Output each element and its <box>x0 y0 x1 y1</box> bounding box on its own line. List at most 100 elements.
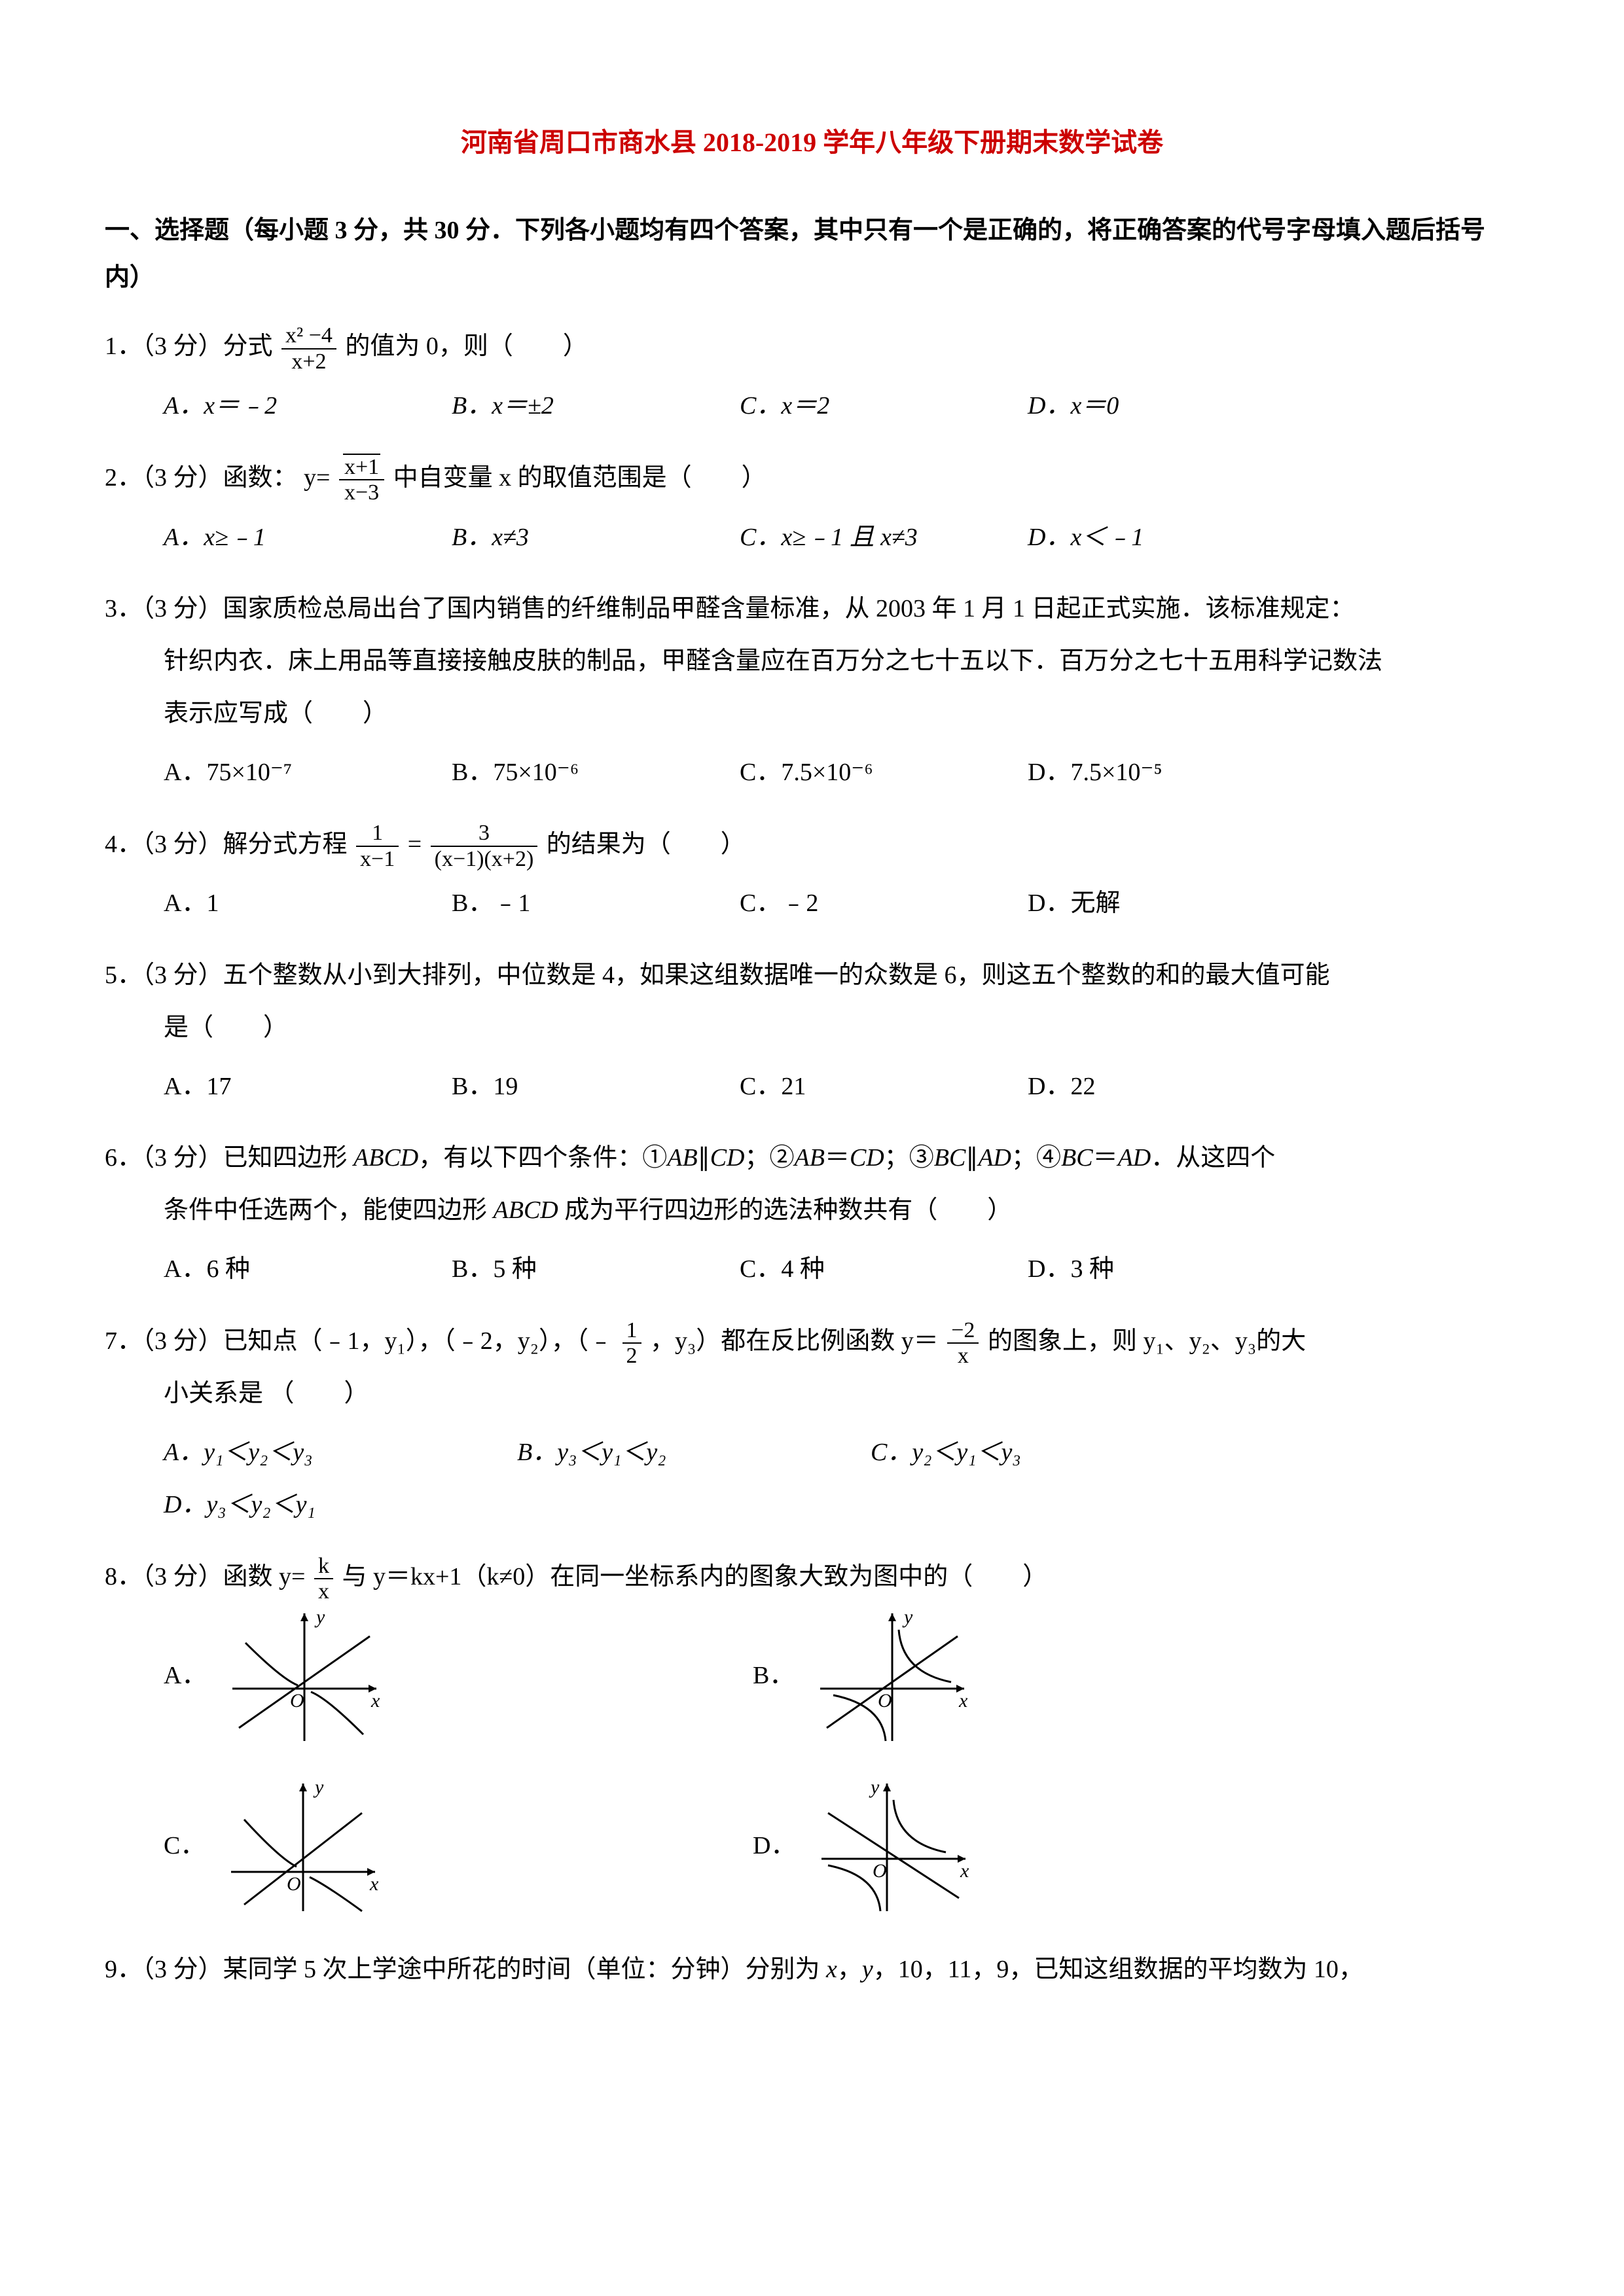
q4-frac1-den: x−1 <box>356 847 399 871</box>
q5-line2: 是（ ） <box>105 1002 1519 1054</box>
q5-option-b: B．19 <box>452 1061 740 1113</box>
q8-middle: 与 y＝kx+1（k≠0）在同一坐标系内的图象大致为图中的（ ） <box>342 1563 1047 1590</box>
q8-label-c: C． <box>164 1820 205 1873</box>
q7-frac2-den: x <box>947 1344 979 1368</box>
q8-label-d: D． <box>753 1820 795 1873</box>
q2-opt-b-text: B．x≠3 <box>452 524 529 551</box>
question-1: 1．（3 分）分式 x² −4 x+2 的值为 0，则（ ） A．x＝﹣2 B．… <box>105 321 1519 432</box>
q7-middle2: 的图象上，则 y₁、y₂、y₃的大 <box>988 1327 1306 1355</box>
svg-text:O: O <box>878 1690 892 1712</box>
q1-opt-b-text: B．x＝±2 <box>452 392 554 420</box>
q4-frac2-num: 3 <box>431 821 538 846</box>
q8-frac-den: x <box>314 1579 333 1604</box>
svg-text:y: y <box>869 1776 880 1798</box>
q8-graph-b: B． y x O <box>753 1604 1342 1748</box>
q7-fraction1: 1 2 <box>623 1318 641 1369</box>
q8-label-a: A． <box>164 1650 206 1702</box>
q1-opt-d-text: D．x＝0 <box>1028 392 1119 420</box>
svg-text:x: x <box>369 1873 379 1895</box>
q1-frac-num: x² −4 <box>281 323 336 349</box>
svg-text:x: x <box>958 1690 968 1712</box>
q1-option-a: A．x＝﹣2 <box>164 380 452 433</box>
q1-prefix: 1．（3 分）分式 <box>105 332 273 360</box>
q8-graph-b-svg: y x O <box>807 1604 977 1748</box>
q7-frac1-den: 2 <box>623 1344 641 1368</box>
q2-option-b: B．x≠3 <box>452 512 740 564</box>
q6-option-b: B．5 种 <box>452 1244 740 1296</box>
q4-option-d: D．无解 <box>1028 878 1316 930</box>
q8-label-b: B． <box>753 1650 794 1702</box>
q6-option-d: D．3 种 <box>1028 1244 1316 1296</box>
q3-option-c: C．7.5×10⁻⁶ <box>740 747 1028 799</box>
svg-text:y: y <box>902 1606 913 1628</box>
q7-opt-d-text: D．y₃＜y₂＜y₁ <box>164 1491 316 1518</box>
q1-fraction: x² −4 x+2 <box>281 323 336 374</box>
question-2: 2．（3 分）函数： y= x+1 x−3 中自变量 x 的取值范围是（ ） A… <box>105 452 1519 564</box>
q3-line2: 针织内衣．床上用品等直接接触皮肤的制品，甲醛含量应在百万分之七十五以下．百万分之… <box>105 636 1519 688</box>
q6-line1: 6．（3 分）已知四边形 ABCD，有以下四个条件：①AB∥CD；②AB＝CD；… <box>105 1132 1519 1185</box>
q7-fraction2: −2 x <box>947 1318 979 1369</box>
q3-line3: 表示应写成（ ） <box>105 688 1519 740</box>
q4-eq: = <box>408 831 422 858</box>
q7-frac2-num: −2 <box>947 1318 979 1344</box>
q7-frac1-num: 1 <box>623 1318 641 1344</box>
q5-option-a: A．17 <box>164 1061 452 1113</box>
q8-y-eq: y= <box>279 1563 305 1590</box>
q6-option-c: C．4 种 <box>740 1244 1028 1296</box>
q8-graph-a-svg: y x O <box>219 1604 389 1748</box>
q2-fraction: x+1 x−3 <box>339 455 384 505</box>
question-6: 6．（3 分）已知四边形 ABCD，有以下四个条件：①AB∥CD；②AB＝CD；… <box>105 1132 1519 1295</box>
svg-text:x: x <box>370 1690 380 1712</box>
q4-option-c: C．﹣2 <box>740 878 1028 930</box>
q1-option-c: C．x＝2 <box>740 380 1028 433</box>
svg-text:O: O <box>287 1873 301 1895</box>
q1-middle: 的值为 0，则（ ） <box>345 332 588 360</box>
q7-prefix: 7．（3 分）已知点（﹣1，y₁），（﹣2，y₂），（﹣ <box>105 1327 613 1355</box>
q3-option-a: A．75×10⁻⁷ <box>164 747 452 799</box>
q7-option-d: D．y₃＜y₂＜y₁ <box>164 1479 517 1532</box>
q2-option-a: A．x≥﹣1 <box>164 512 452 564</box>
q2-option-c: C．x≥﹣1 且 x≠3 <box>740 512 1028 564</box>
q7-option-a: A．y₁＜y₂＜y₃ <box>164 1427 517 1479</box>
q8-graph-d: D． y x O <box>753 1774 1342 1918</box>
q4-fraction2: 3 (x−1)(x+2) <box>431 821 538 871</box>
question-8: 8．（3 分）函数 y= k x 与 y＝kx+1（k≠0）在同一坐标系内的图象… <box>105 1551 1519 1918</box>
q5-line1: 5．（3 分）五个整数从小到大排列，中位数是 4，如果这组数据唯一的众数是 6，… <box>105 950 1519 1002</box>
q4-option-a: A．1 <box>164 878 452 930</box>
q3-option-d: D．7.5×10⁻⁵ <box>1028 747 1316 799</box>
q8-frac-num: k <box>314 1554 333 1579</box>
q2-middle: 中自变量 x 的取值范围是（ ） <box>393 464 767 492</box>
q6-line2: 条件中任选两个，能使四边形 ABCD 成为平行四边形的选法种数共有（ ） <box>105 1185 1519 1237</box>
q9-line1: 9．（3 分）某同学 5 次上学途中所花的时间（单位：分钟）分别为 x，y，10… <box>105 1944 1519 1996</box>
q6-option-a: A．6 种 <box>164 1244 452 1296</box>
svg-text:y: y <box>314 1606 325 1628</box>
q2-option-d: D．x＜﹣1 <box>1028 512 1316 564</box>
svg-text:O: O <box>873 1860 887 1882</box>
q1-opt-a-text: A．x＝﹣2 <box>164 392 277 420</box>
q7-opt-c-text: C．y₂＜y₁＜y₃ <box>871 1439 1021 1466</box>
q3-option-b: B．75×10⁻⁶ <box>452 747 740 799</box>
q8-fraction: k x <box>314 1554 333 1604</box>
q1-option-b: B．x＝±2 <box>452 380 740 433</box>
q7-middle1: ，y₃）都在反比例函数 y＝ <box>650 1327 939 1355</box>
q5-option-c: C．21 <box>740 1061 1028 1113</box>
q2-frac-num: x+1 <box>339 455 384 480</box>
q4-frac1-num: 1 <box>356 821 399 846</box>
question-5: 5．（3 分）五个整数从小到大排列，中位数是 4，如果这组数据唯一的众数是 6，… <box>105 950 1519 1113</box>
q4-prefix: 4．（3 分）解分式方程 <box>105 831 348 858</box>
q4-frac2-den: (x−1)(x+2) <box>431 847 538 871</box>
q2-frac-den: x−3 <box>339 480 384 505</box>
svg-text:y: y <box>313 1776 324 1798</box>
question-7: 7．（3 分）已知点（﹣1，y₁），（﹣2，y₂），（﹣ 1 2 ，y₃）都在反… <box>105 1316 1519 1532</box>
q7-option-b: B．y₃＜y₁＜y₂ <box>517 1427 871 1479</box>
exam-title: 河南省周口市商水县 2018-2019 学年八年级下册期末数学试卷 <box>105 118 1519 168</box>
q3-line1: 3．（3 分）国家质检总局出台了国内销售的纤维制品甲醛含量标准，从 2003 年… <box>105 583 1519 636</box>
svg-text:O: O <box>290 1690 304 1712</box>
q8-graph-c-svg: y x O <box>218 1774 388 1918</box>
q2-opt-a-text: A．x≥﹣1 <box>164 524 266 551</box>
q4-middle: 的结果为（ ） <box>547 831 746 858</box>
q1-frac-den: x+2 <box>281 350 336 374</box>
q7-opt-b-text: B．y₃＜y₁＜y₂ <box>517 1439 666 1466</box>
q5-option-d: D．22 <box>1028 1061 1316 1113</box>
q1-opt-c-text: C．x＝2 <box>740 392 829 420</box>
